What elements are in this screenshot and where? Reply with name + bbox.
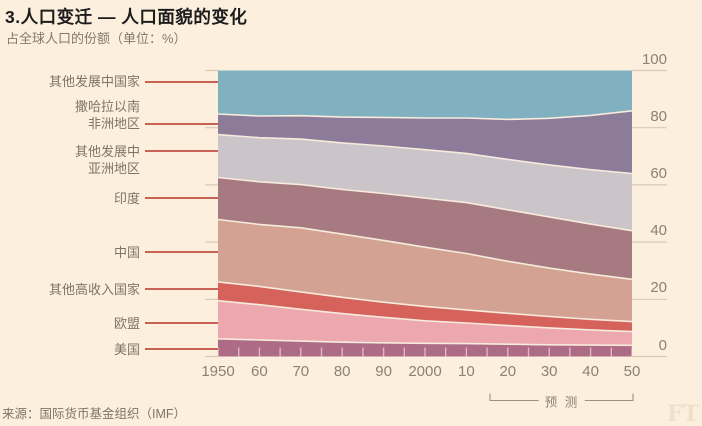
leader-line-eu — [145, 322, 218, 325]
area-sub-saharan-africa — [218, 110, 632, 174]
chart-title: 3.人口变迁 — 人口面貌的变化 — [5, 7, 248, 27]
y-axis-label-60: 60 — [650, 164, 667, 182]
separator-above-other-high-income — [217, 281, 633, 323]
source-note: 来源：国际货币基金组织（IMF） — [2, 407, 187, 421]
area-china — [218, 219, 632, 322]
series-label-us: 美国 — [113, 341, 140, 357]
area-other-developing-countries — [218, 70, 632, 120]
leader-line-india — [145, 197, 218, 200]
x-axis-label-2010: 10 — [458, 363, 475, 380]
x-axis-label-2000: 2000 — [408, 363, 442, 380]
y-axis-label-40: 40 — [650, 222, 667, 240]
series-label-eu: 欧盟 — [113, 315, 140, 331]
x-axis-label-1990: 90 — [375, 363, 392, 380]
x-axis-label-2050: 50 — [623, 363, 641, 380]
separator-above-us — [217, 338, 633, 347]
series-label-sub-saharan-africa-line1: 撒哈拉以南 — [74, 99, 140, 115]
series-label-china: 中国 — [113, 244, 140, 260]
x-axis-label-2040: 40 — [582, 363, 599, 380]
y-axis-label-20: 20 — [650, 279, 667, 297]
separator-above-sub-saharan-africa — [217, 110, 633, 121]
y-axis-label-100: 100 — [641, 50, 667, 68]
leader-line-us — [145, 348, 218, 351]
series-label-other-developing-countries: 其他发展中国家 — [48, 74, 140, 90]
leader-line-china — [145, 251, 218, 254]
leader-line-sub-saharan-africa — [145, 122, 218, 125]
leader-line-other-developing-asia — [145, 150, 218, 153]
y-axis-label-80: 80 — [650, 107, 667, 125]
series-label-other-developing-asia-line1: 其他发展中 — [74, 143, 140, 159]
x-axis-label-1950: 1950 — [201, 363, 235, 380]
area-other-developing-asia — [218, 134, 632, 231]
separator-above-china — [217, 218, 633, 281]
area-india — [218, 177, 632, 280]
separator-above-eu — [217, 299, 633, 333]
series-label-other-high-income: 其他高收入国家 — [48, 281, 140, 297]
series-label-india: 印度 — [113, 190, 140, 206]
x-axis-label-2030: 30 — [540, 363, 558, 380]
x-axis-label-1970: 70 — [292, 363, 310, 380]
separator-above-other-developing-asia — [217, 133, 633, 175]
series-label-other-developing-asia-line2: 亚洲地区 — [87, 160, 140, 176]
series-label-sub-saharan-africa-line2: 非洲地区 — [87, 116, 140, 132]
ft-watermark: FT — [667, 401, 699, 426]
separator-above-india — [217, 176, 633, 232]
leader-line-other-developing-countries — [145, 80, 218, 83]
leader-line-other-high-income — [145, 288, 218, 290]
forecast-label: 预 测 — [538, 391, 586, 411]
x-axis-label-1980: 80 — [333, 363, 351, 380]
x-axis-label-1960: 60 — [251, 363, 268, 380]
chart-subtitle: 占全球人口的份额（单位：%） — [6, 31, 187, 46]
y-axis-label-0: 0 — [658, 336, 667, 354]
x-axis-label-2020: 20 — [499, 363, 517, 380]
